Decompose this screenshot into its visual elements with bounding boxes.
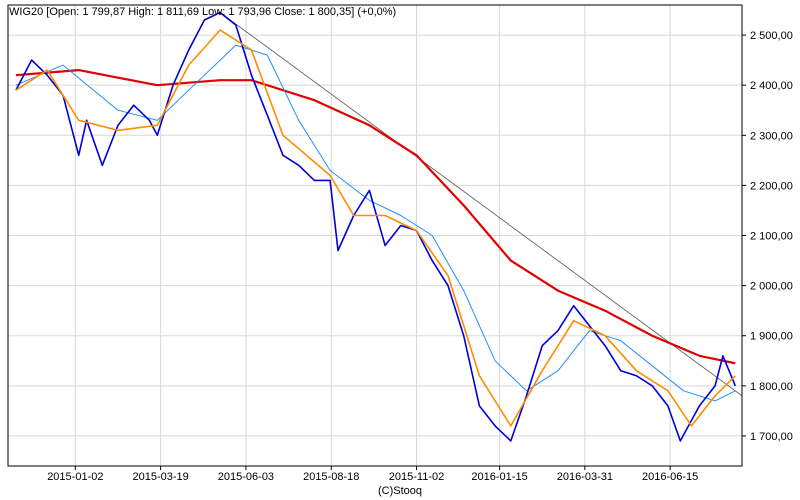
chart-title: WIG20 [Open: 1 799,87 High: 1 811,69 Low… [9, 6, 396, 18]
x-tick-label: 2016-06-15 [642, 471, 698, 483]
y-tick-label: 2 000,00 [750, 281, 793, 293]
x-tick-label: 2015-03-19 [132, 471, 188, 483]
grid-lines [8, 5, 742, 466]
y-tick-label: 2 400,00 [750, 80, 793, 92]
trendline [219, 12, 743, 397]
x-tick-label: 2016-01-15 [471, 471, 527, 483]
axis-ticks: 1 700,00 1 800,00 1 900,00 2 000,00 2 100,00… [47, 30, 793, 483]
x-tick-label: 2015-11-02 [389, 471, 444, 483]
series-line-ma-mid [15, 44, 736, 402]
series-line-ma-short [15, 29, 736, 427]
y-tick-label: 1 800,00 [750, 381, 793, 393]
x-tick-label: 2016-03-31 [557, 471, 613, 483]
y-tick-label: 2 300,00 [750, 130, 793, 142]
y-tick-label: 1 900,00 [750, 331, 793, 343]
chart-credit: (C)Stooq [378, 485, 422, 497]
series-line-price [15, 11, 737, 442]
series-layer [15, 11, 743, 442]
y-tick-label: 2 500,00 [750, 30, 793, 42]
y-tick-label: 1 700,00 [750, 431, 793, 443]
y-tick-label: 2 200,00 [750, 180, 793, 192]
x-tick-label: 2015-06-03 [218, 471, 274, 483]
x-tick-label: 2015-08-18 [303, 471, 359, 483]
y-tick-label: 2 100,00 [750, 231, 793, 243]
x-tick-label: 2015-01-02 [47, 471, 103, 483]
